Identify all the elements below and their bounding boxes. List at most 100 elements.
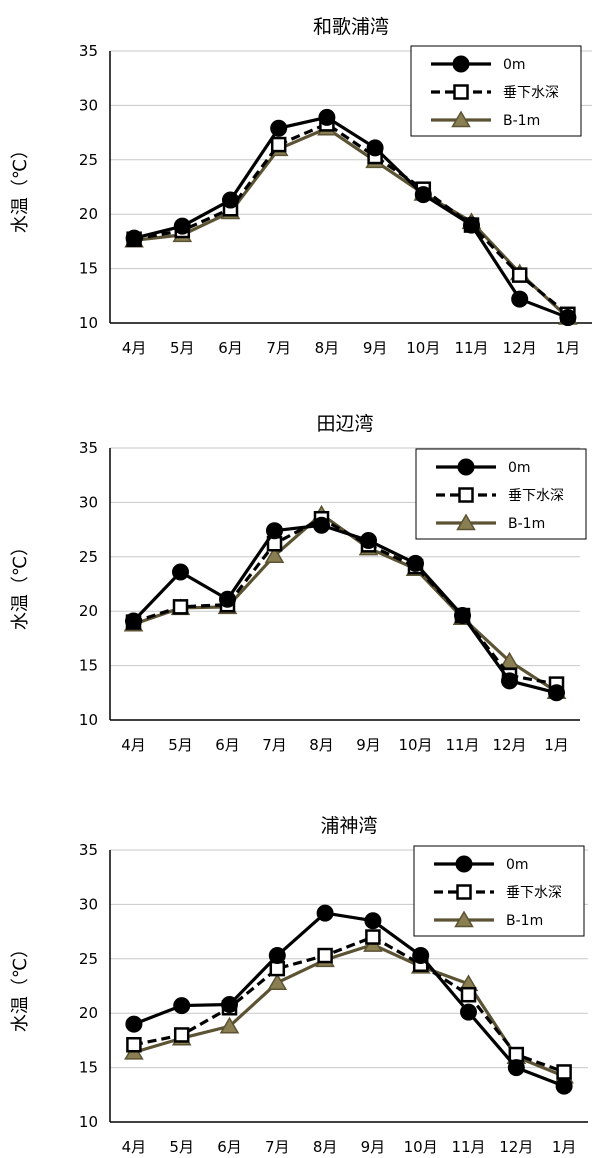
y-tick-label: 25 [79,548,98,566]
data-point [364,912,382,930]
series-line-1 [132,523,557,695]
x-tick-label: 1月 [552,1138,577,1156]
y-tick-label: 15 [79,260,98,278]
data-point [555,1077,573,1095]
x-tick-label: 5月 [169,1138,194,1156]
legend-label: 0m [503,57,526,73]
series-line-2 [133,122,569,316]
x-tick-label: 7月 [265,1138,290,1156]
y-tick-label: 20 [79,602,98,620]
legend-label: 0m [506,857,529,873]
legend-marker [452,55,470,73]
legend-label: 垂下水深 [508,488,564,504]
y-tick-label: 30 [79,96,98,114]
chart-panel-3: 浦神湾 10 15 20 25 30 35 4月 5月 6月 7月 8月 9月 10月 11月 12月 1月 水温… [10,815,588,1156]
data-point [507,1059,525,1077]
data-point [269,960,286,977]
x-tick-label: 5月 [168,736,193,754]
legend-label: B-1m [503,113,540,129]
chart-panel-2: 田辺湾 10 15 20 25 30 35 4月 5月 6月 7月 8月 9月 10月 11月 12月 1月 水温… [10,413,587,754]
data-point [508,1046,525,1063]
data-point [407,554,424,572]
legend-marker [456,513,476,531]
data-point [221,995,238,1013]
y-tick-label: 25 [79,151,98,169]
series-line-1 [133,911,565,1088]
x-tick-label: 12月 [499,1138,533,1156]
data-point [316,904,334,922]
data-point [556,1064,572,1080]
y-tick-label: 30 [79,895,98,913]
y-tick-label: 15 [79,657,98,675]
y-tick-label: 35 [79,42,98,60]
data-point [318,108,336,126]
y-tick-label: 10 [79,711,98,729]
data-point [559,309,577,327]
data-point [125,229,143,247]
data-point [313,516,330,534]
data-point [460,1003,477,1021]
data-point [501,672,518,690]
y-tick-label: 10 [79,314,98,332]
data-point [266,522,283,540]
x-tick-label: 1月 [544,736,569,754]
x-tick-label: 8月 [309,736,334,754]
data-point [264,546,285,563]
data-point [173,997,191,1015]
data-point [366,139,384,157]
x-tick-label: 7月 [266,339,291,357]
data-point [126,1037,142,1053]
data-point [511,267,528,283]
x-tick-label: 10月 [404,1138,438,1156]
y-axis-label: 水温（℃） [10,940,31,1032]
y-tick-label: 15 [79,1059,98,1077]
x-tick-label: 9月 [361,1138,386,1156]
x-tick-label: 12月 [492,736,526,754]
y-tick-label: 10 [79,1113,98,1131]
legend-label: 垂下水深 [506,885,562,901]
x-tick-label: 4月 [121,736,146,754]
legend-marker [453,84,469,100]
x-tick-label: 7月 [262,736,287,754]
x-tick-label: 4月 [122,339,147,357]
data-point [267,973,288,990]
y-axis-label: 水温（℃） [10,141,31,233]
data-point [463,216,480,234]
data-point [414,186,432,204]
legend-label: 垂下水深 [503,85,559,101]
series-line-3 [133,126,569,319]
x-tick-label: 11月 [445,736,479,754]
legend-marker [454,910,474,928]
series-line-3 [133,943,565,1078]
x-tick-label: 11月 [451,1138,485,1156]
legend: 0m 垂下水深 B-1m [410,45,582,137]
data-point [172,599,189,615]
x-tick-label: 4月 [122,1138,147,1156]
legend-marker [456,884,472,900]
legend: 0m 垂下水深 B-1m [415,448,587,540]
legend-marker [457,458,475,476]
data-point [460,986,477,1003]
data-point [222,191,239,209]
data-point [125,612,142,630]
legend-marker [451,110,471,128]
y-tick-label: 35 [79,439,98,457]
data-point [219,590,236,608]
series-line-1 [133,115,569,320]
data-point [511,290,529,308]
data-point [268,947,286,965]
chart-title: 和歌浦湾 [313,16,389,38]
y-tick-label: 20 [79,1004,98,1022]
legend-label: B-1m [508,516,545,532]
data-point [270,119,288,137]
legend-label: 0m [508,460,531,476]
x-tick-label: 5月 [170,339,195,357]
x-tick-label: 1月 [556,339,581,357]
data-point [317,947,333,964]
x-tick-label: 8月 [313,1138,338,1156]
y-tick-label: 25 [79,950,98,968]
x-tick-label: 10月 [406,339,440,357]
x-tick-label: 11月 [454,339,488,357]
y-tick-label: 35 [79,841,98,859]
